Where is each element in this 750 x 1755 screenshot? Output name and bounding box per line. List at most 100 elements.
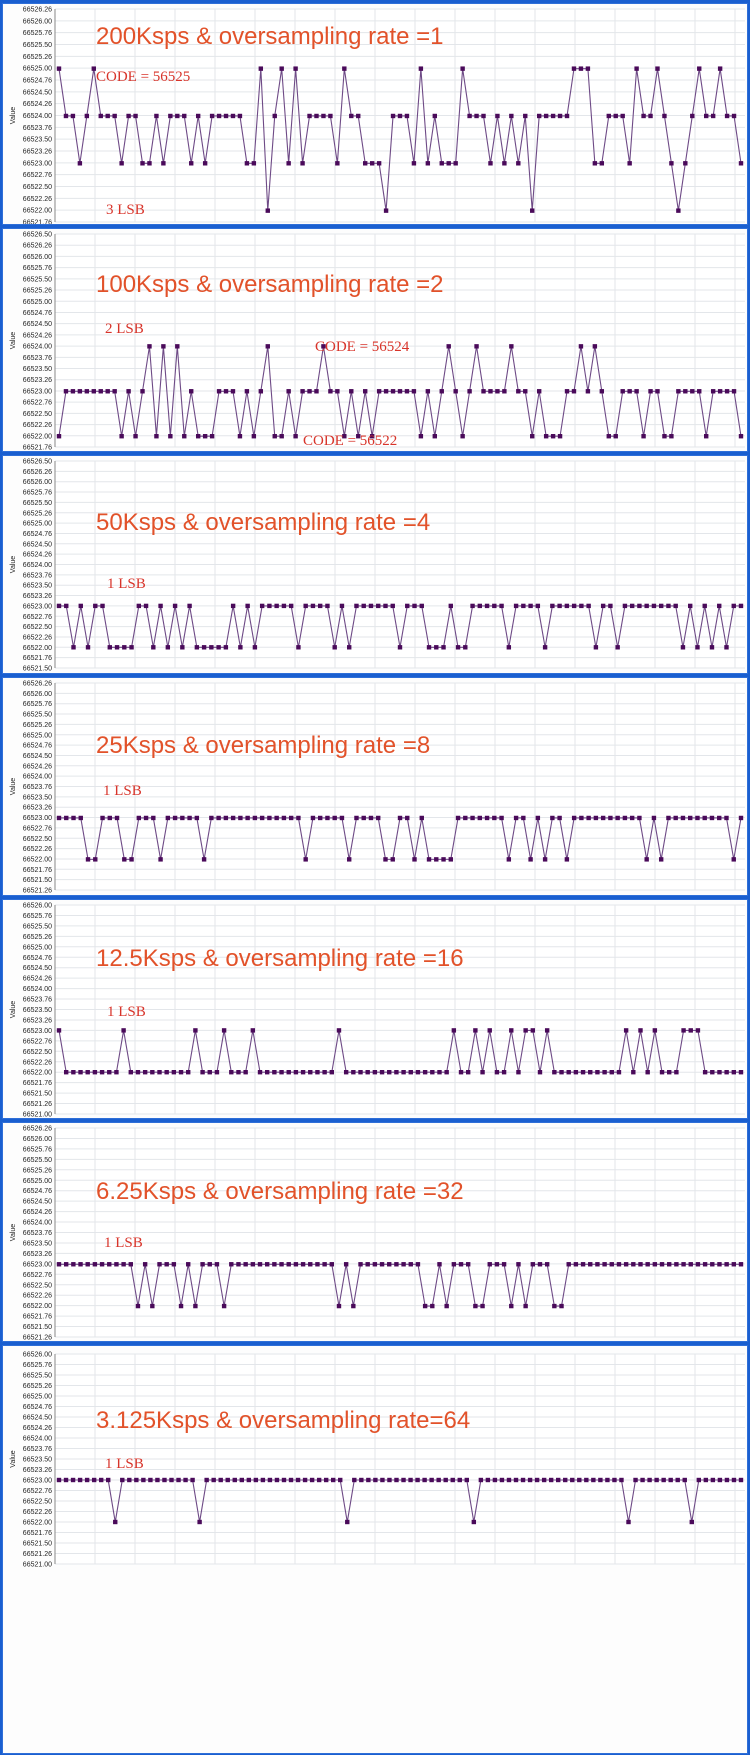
data-point [695,815,700,821]
data-point [550,603,555,609]
chart-svg-4: 66526.26 66526.00 66525.76 66525.50 66525.26… [10,681,745,895]
data-point [383,857,388,862]
data-point [332,645,337,650]
data-point [484,815,490,821]
data-point [516,1070,521,1075]
data-point [634,66,639,71]
data-point [197,1519,202,1525]
data-point [550,815,555,821]
data-point [201,645,207,650]
data-point [724,1070,729,1075]
y-tick-label: 66522.50 [23,1499,52,1506]
data-point [260,1477,266,1483]
data-point [704,113,709,119]
data-point [717,66,723,71]
data-point [564,389,570,394]
data-point [92,1262,98,1267]
data-point [405,603,410,609]
chart-svg-5: 66526.00 66525.76 66525.50 66525.26 66525.00… [10,903,745,1118]
data-point [258,66,264,71]
data-point [258,389,264,394]
data-point [412,857,417,862]
data-point [84,389,90,394]
data-point [216,645,221,650]
data-point [622,815,628,821]
data-point [552,1303,557,1309]
data-point [71,645,76,650]
data-point [542,857,548,862]
data-point [530,1262,536,1267]
plot-area [55,234,745,447]
data-point [316,1477,322,1483]
data-point [631,1262,636,1267]
y-tick-label: 66524.00 [23,1220,52,1227]
data-point [702,815,707,821]
data-point [629,603,635,609]
data-point [436,1477,441,1483]
data-point [236,1262,241,1267]
data-point [418,66,424,71]
data-point [422,1477,427,1483]
y-tick-label: 66522.76 [23,172,52,179]
data-point [731,389,737,394]
data-point [92,1070,98,1075]
data-point [91,389,96,394]
data-point [141,1477,146,1483]
data-point [627,389,632,394]
y-tick-label: 66522.76 [23,1038,52,1045]
data-point [259,603,265,609]
data-point [557,815,562,821]
data-point [288,1477,294,1483]
data-point [473,1303,478,1309]
data-point [441,645,446,650]
y-tick-label: 66526.50 [23,232,52,239]
data-point [578,66,584,71]
y-tick-label: 66525.26 [23,288,52,295]
data-point [207,1262,212,1267]
data-point [354,603,359,609]
data-point [586,815,591,821]
data-point [566,1070,571,1075]
data-point [470,815,475,821]
data-point [245,815,250,821]
data-point [380,1477,385,1483]
data-point [126,389,131,394]
data-point [264,1262,270,1267]
data-point [85,1070,90,1075]
data-point [620,389,625,394]
data-point [274,603,279,609]
chart-panel-5: 66526.00 66525.76 66525.50 66525.26 66525.00… [2,899,748,1119]
data-point [147,344,152,349]
data-point [484,603,490,609]
y-tick-label: 66524.00 [23,986,52,993]
data-point [237,113,243,119]
data-point [376,603,381,609]
data-point [675,1477,680,1483]
data-point [64,603,69,609]
data-point [238,645,243,650]
data-point [238,815,243,821]
data-point [310,815,316,821]
data-point [347,645,352,650]
data-point [209,434,215,439]
data-point [474,113,479,119]
data-point [279,1262,284,1267]
data-point [550,113,556,119]
data-point [376,815,381,821]
data-point [93,857,98,862]
data-point [738,815,744,821]
data-point [415,1070,421,1075]
data-point [669,161,674,166]
data-point [189,389,194,394]
data-point [703,1477,709,1483]
y-tick-label: 66523.26 [23,377,52,384]
data-point [710,1262,715,1267]
data-point [204,1477,209,1483]
y-tick-label: 66526.26 [23,7,52,14]
data-point [70,1477,76,1483]
data-point [408,1070,413,1075]
data-point [325,603,330,609]
data-point [157,1262,162,1267]
data-point [164,1262,169,1267]
data-point [717,603,722,609]
